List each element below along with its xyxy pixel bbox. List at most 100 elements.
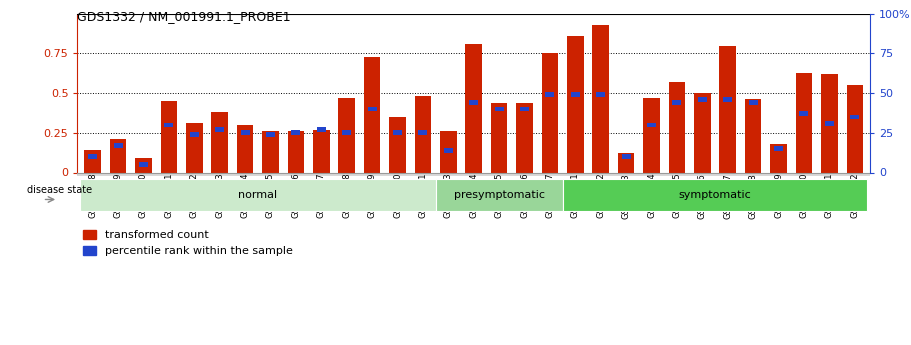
Bar — [774, 146, 783, 151]
Bar — [343, 130, 352, 135]
Bar — [546, 92, 555, 97]
Bar — [393, 130, 402, 135]
Bar — [262, 131, 279, 172]
Bar — [567, 36, 584, 172]
Bar — [215, 127, 224, 132]
Bar — [466, 44, 482, 172]
Text: GSM30698: GSM30698 — [88, 173, 97, 218]
Text: GSM30696: GSM30696 — [520, 173, 529, 218]
Bar — [317, 127, 326, 132]
Bar — [160, 101, 177, 172]
Bar — [444, 148, 453, 152]
Bar — [771, 144, 787, 172]
Bar — [596, 92, 605, 97]
Bar — [110, 139, 127, 172]
Bar — [720, 46, 736, 172]
Bar — [517, 103, 533, 172]
Bar — [723, 97, 732, 102]
Bar — [491, 103, 507, 172]
Bar — [542, 53, 558, 172]
Bar — [647, 122, 656, 127]
Text: GSM30689: GSM30689 — [774, 173, 783, 218]
Bar — [795, 72, 813, 172]
Text: GSM30704: GSM30704 — [241, 173, 250, 218]
Bar — [363, 57, 381, 172]
Bar — [520, 107, 529, 111]
Bar — [850, 115, 859, 119]
Text: GSM30687: GSM30687 — [723, 173, 732, 218]
Text: presymptomatic: presymptomatic — [454, 190, 545, 200]
Text: GSM30690: GSM30690 — [800, 173, 808, 218]
Bar — [643, 98, 660, 172]
Bar — [415, 96, 431, 172]
Bar — [592, 25, 609, 172]
Text: GSM30700: GSM30700 — [139, 173, 148, 218]
Text: GSM30693: GSM30693 — [444, 173, 453, 218]
Text: GSM30688: GSM30688 — [749, 173, 758, 218]
Bar — [114, 143, 123, 148]
Bar — [266, 132, 275, 137]
Text: GSM30686: GSM30686 — [698, 173, 707, 218]
Text: GSM30695: GSM30695 — [495, 173, 504, 218]
Bar — [164, 122, 173, 127]
FancyBboxPatch shape — [80, 179, 435, 211]
Bar — [85, 150, 101, 172]
Text: GSM30683: GSM30683 — [621, 173, 630, 218]
Bar — [571, 92, 580, 97]
Text: GDS1332 / NM_001991.1_PROBE1: GDS1332 / NM_001991.1_PROBE1 — [77, 10, 291, 23]
Text: GSM30710: GSM30710 — [393, 173, 402, 218]
Text: GSM30697: GSM30697 — [546, 173, 555, 218]
Bar — [846, 85, 863, 172]
Bar — [745, 99, 762, 172]
Bar — [698, 97, 707, 102]
Text: GSM30699: GSM30699 — [114, 173, 123, 218]
Bar — [440, 131, 456, 172]
Bar — [749, 100, 758, 105]
Text: GSM30708: GSM30708 — [343, 173, 352, 218]
Bar — [135, 158, 152, 172]
Text: GSM30685: GSM30685 — [672, 173, 681, 218]
Legend: transformed count, percentile rank within the sample: transformed count, percentile rank withi… — [83, 230, 293, 256]
Text: GSM30707: GSM30707 — [317, 173, 326, 218]
Text: GSM30691: GSM30691 — [824, 173, 834, 218]
Bar — [418, 130, 427, 135]
FancyBboxPatch shape — [435, 179, 563, 211]
Bar — [618, 154, 634, 172]
Bar — [669, 82, 685, 172]
Bar — [824, 121, 834, 126]
Bar — [237, 125, 253, 172]
Bar — [313, 130, 330, 172]
Bar — [186, 123, 202, 172]
Text: symptomatic: symptomatic — [679, 190, 752, 200]
Bar — [621, 154, 630, 159]
Bar — [800, 111, 808, 116]
Bar — [288, 131, 304, 172]
Text: GSM30705: GSM30705 — [266, 173, 275, 218]
Bar — [469, 100, 478, 105]
Text: GSM30682: GSM30682 — [596, 173, 605, 218]
Text: GSM30681: GSM30681 — [571, 173, 579, 218]
Bar — [821, 74, 837, 172]
Bar — [139, 162, 148, 167]
Text: normal: normal — [239, 190, 277, 200]
Text: GSM30711: GSM30711 — [418, 173, 427, 218]
Text: GSM30703: GSM30703 — [215, 173, 224, 218]
Text: disease state: disease state — [27, 185, 92, 195]
Text: GSM30702: GSM30702 — [189, 173, 199, 218]
Text: GSM30709: GSM30709 — [368, 173, 376, 218]
Bar — [495, 107, 504, 111]
Bar — [389, 117, 405, 172]
Text: GSM30701: GSM30701 — [164, 173, 173, 218]
Bar — [241, 130, 250, 135]
Text: GSM30692: GSM30692 — [850, 173, 859, 218]
Bar — [189, 132, 199, 137]
Text: GSM30694: GSM30694 — [469, 173, 478, 218]
Text: GSM30706: GSM30706 — [292, 173, 301, 218]
FancyBboxPatch shape — [563, 179, 867, 211]
Bar — [88, 154, 97, 159]
Text: GSM30684: GSM30684 — [647, 173, 656, 218]
Bar — [672, 100, 681, 105]
Bar — [211, 112, 228, 172]
Bar — [367, 107, 376, 111]
Bar — [339, 98, 355, 172]
